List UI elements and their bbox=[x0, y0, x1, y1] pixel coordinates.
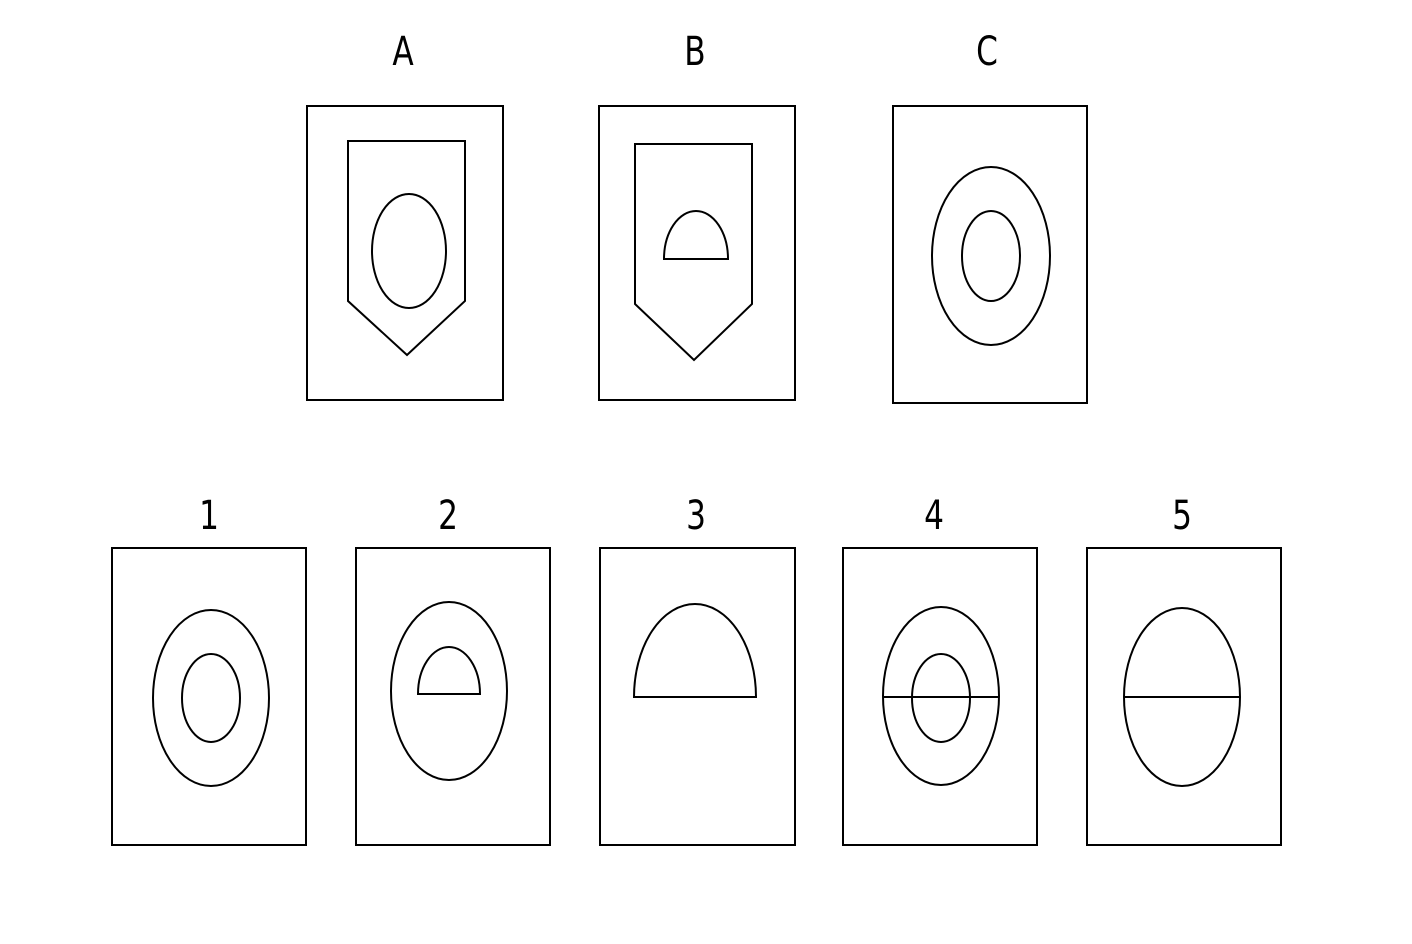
figure-a-drawing bbox=[347, 140, 466, 357]
inner-circle-shape bbox=[181, 653, 241, 743]
circle-shape bbox=[371, 193, 447, 309]
semicircle-shape bbox=[416, 646, 482, 695]
figure-b-drawing bbox=[634, 143, 753, 362]
outer-circle-shape bbox=[390, 601, 508, 781]
option-label-1: 1 bbox=[199, 493, 219, 539]
figure-c-drawing bbox=[931, 166, 1051, 346]
semicircle-shape bbox=[632, 603, 758, 698]
outer-circle-shape bbox=[152, 609, 270, 787]
shield-shape bbox=[634, 143, 753, 362]
option-5[interactable] bbox=[1086, 547, 1282, 846]
option-3[interactable] bbox=[599, 547, 796, 846]
semicircle-shape bbox=[662, 210, 730, 260]
figure-b[interactable] bbox=[598, 105, 796, 401]
inner-circle-shape bbox=[961, 210, 1021, 302]
option-label-4: 4 bbox=[924, 493, 944, 539]
figure-label-a: A bbox=[392, 29, 414, 75]
option-1-drawing bbox=[152, 609, 270, 787]
figure-label-b: B bbox=[684, 29, 706, 75]
option-4-drawing bbox=[882, 606, 1000, 786]
option-2-drawing bbox=[390, 601, 508, 781]
outer-circle-shape bbox=[931, 166, 1051, 346]
option-label-3: 3 bbox=[686, 493, 706, 539]
figure-a[interactable] bbox=[306, 105, 504, 401]
option-label-5: 5 bbox=[1172, 493, 1192, 539]
option-2[interactable] bbox=[355, 547, 551, 846]
shield-shape bbox=[347, 140, 466, 357]
option-5-drawing bbox=[1123, 607, 1241, 787]
option-1[interactable] bbox=[111, 547, 307, 846]
option-3-drawing bbox=[632, 603, 758, 698]
option-label-2: 2 bbox=[438, 493, 458, 539]
figure-label-c: C bbox=[976, 29, 998, 75]
figure-c[interactable] bbox=[892, 105, 1088, 404]
option-4[interactable] bbox=[842, 547, 1038, 846]
